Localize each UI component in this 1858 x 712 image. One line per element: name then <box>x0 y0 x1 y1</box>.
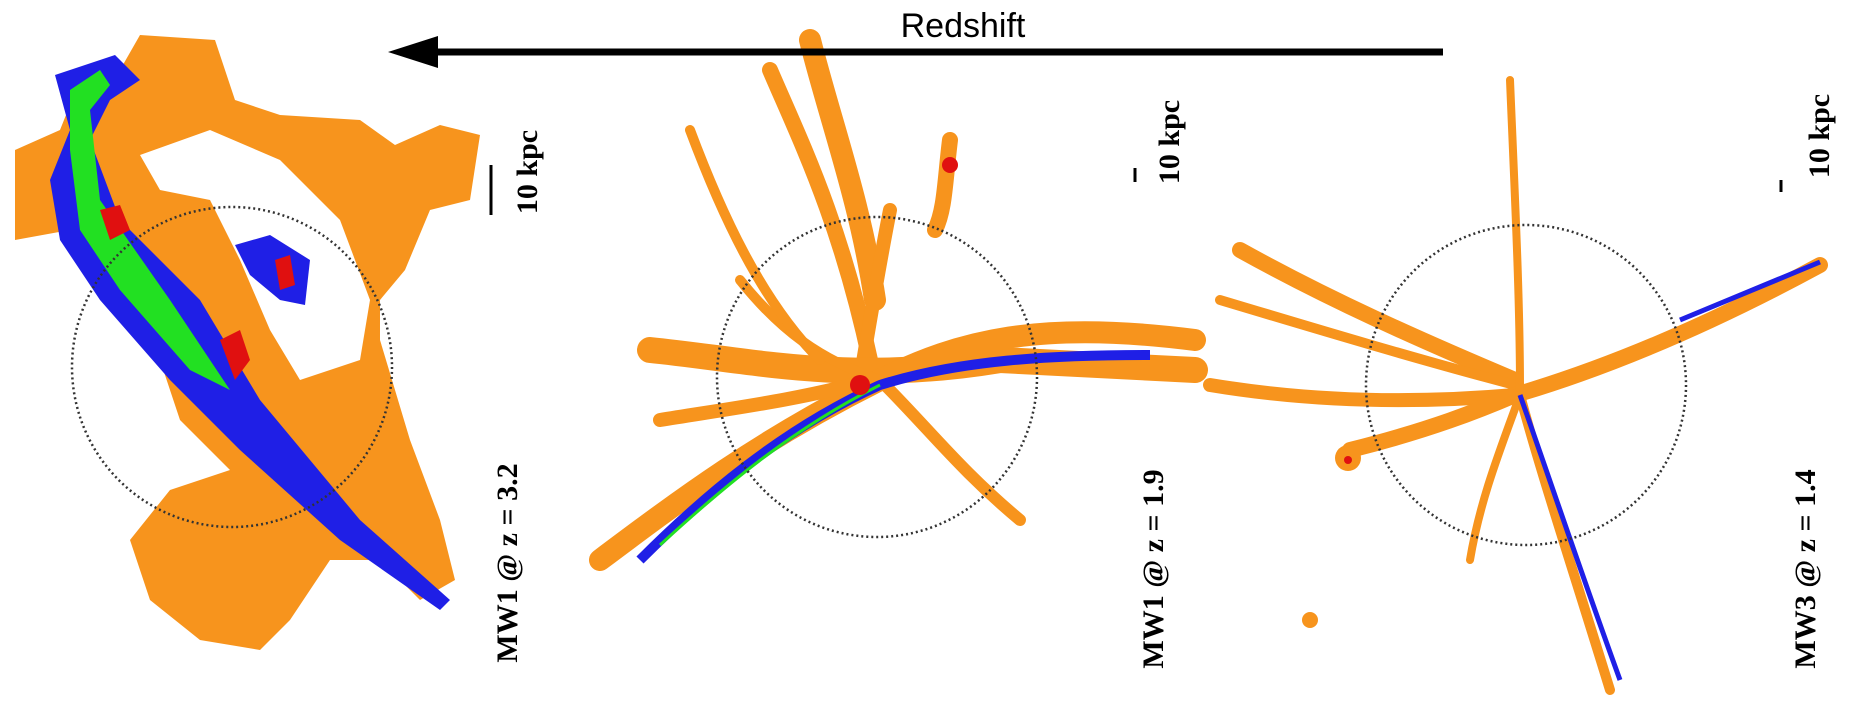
scale-label: 10 kpc <box>1803 94 1836 178</box>
panel-label: MW1 @ z = 1.9 <box>1137 469 1170 668</box>
panel-label: MW3 @ z = 1.4 <box>1789 469 1822 668</box>
panel-label: MW1 @ z = 3.2 <box>491 463 524 662</box>
scale-label: 10 kpc <box>1153 100 1186 184</box>
arrow-label: Redshift <box>901 7 1026 45</box>
figure: 10 kpc MW1 @ z = 3.2 10 kpc MW1 @ z = 1.… <box>0 0 1858 712</box>
page: 10 kpc MW1 @ z = 3.2 10 kpc MW1 @ z = 1.… <box>0 0 1858 712</box>
scale-label: 10 kpc <box>511 130 544 214</box>
